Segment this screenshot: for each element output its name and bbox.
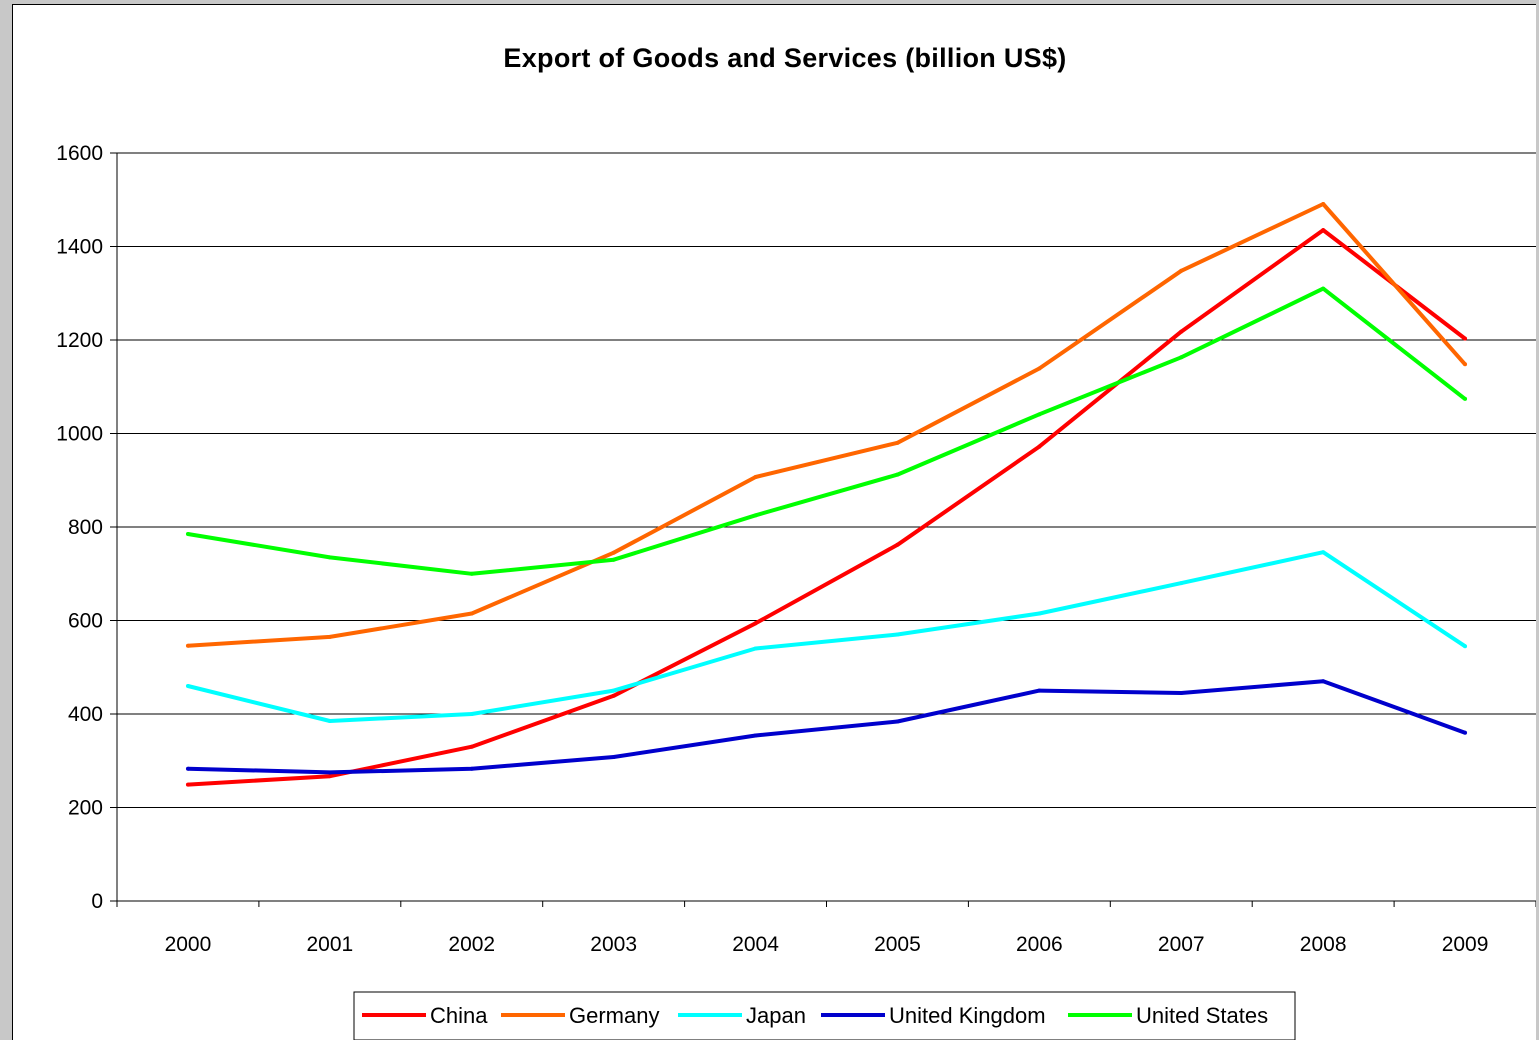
x-tick-label: 2006 (1016, 933, 1063, 956)
data-point (895, 632, 900, 637)
legend-label: China (430, 1003, 488, 1028)
legend-item: United Kingdom (821, 1003, 1046, 1028)
legend-label: Japan (746, 1003, 806, 1028)
series-line-japan (187, 550, 1467, 723)
series-line-united-kingdom (187, 679, 1466, 775)
x-tick-label: 2001 (306, 933, 353, 956)
data-point (185, 643, 190, 648)
y-tick-label: 1400 (56, 236, 103, 259)
chart-title: Export of Goods and Services (billion US… (503, 43, 1066, 73)
data-point (611, 693, 616, 698)
legend-item: Germany (501, 1003, 659, 1028)
data-point (1321, 201, 1326, 206)
data-point (1037, 444, 1042, 449)
x-tick-label: 2000 (165, 933, 212, 956)
data-point (327, 555, 332, 560)
data-point (1321, 679, 1326, 684)
legend-label: United Kingdom (889, 1003, 1046, 1028)
data-point (327, 774, 332, 779)
data-point (611, 755, 616, 760)
y-tick-label: 1200 (56, 329, 103, 352)
data-point (469, 571, 474, 576)
y-tick-label: 400 (68, 703, 103, 726)
data-point (895, 440, 900, 445)
line-chart: Export of Goods and Services (billion US… (56, 43, 1536, 1040)
series-line-germany (187, 202, 1467, 648)
series-line-china (187, 228, 1467, 787)
y-tick-label: 600 (68, 610, 103, 633)
legend-label: United States (1136, 1003, 1268, 1028)
data-point (1037, 611, 1042, 616)
data-point (1463, 730, 1468, 735)
data-point (1321, 550, 1326, 555)
y-tick-label: 1000 (56, 423, 103, 446)
data-point (753, 513, 758, 518)
legend: China Germany Japan United Kingdom United St… (353, 991, 1296, 1040)
x-tick-label: 2007 (1158, 933, 1205, 956)
legend-item: United States (1068, 1003, 1268, 1028)
gridlines (117, 152, 1536, 808)
x-axis-ticks: 2000 2001 2002 2003 2004 2005 2006 2007 2008 2009 (116, 901, 1536, 956)
data-point (753, 733, 758, 738)
y-tick-label: 1600 (56, 142, 103, 165)
x-tick-label: 2002 (448, 933, 495, 956)
y-tick-label: 800 (68, 516, 103, 539)
series-line-united-states (187, 286, 1467, 576)
x-tick-label: 2003 (590, 933, 637, 956)
data-point (185, 766, 190, 771)
data-point (327, 770, 332, 775)
data-point (1321, 228, 1326, 233)
data-point (185, 683, 190, 688)
x-tick-label: 2004 (732, 933, 779, 956)
data-point (1179, 268, 1184, 273)
data-point (469, 766, 474, 771)
data-point (1179, 355, 1184, 360)
data-point (1037, 412, 1042, 417)
data-point (895, 719, 900, 724)
data-point (895, 472, 900, 477)
data-point (327, 719, 332, 724)
data-point (1463, 336, 1468, 341)
data-point (895, 542, 900, 547)
data-point (1321, 286, 1326, 291)
data-point (611, 550, 616, 555)
data-point (1179, 690, 1184, 695)
data-point (185, 782, 190, 787)
data-point (1463, 644, 1468, 649)
data-point (327, 634, 332, 639)
x-tick-label: 2009 (1442, 933, 1489, 956)
x-tick-label: 2008 (1300, 933, 1347, 956)
data-point (611, 688, 616, 693)
chart-area: Export of Goods and Services (billion US… (12, 4, 1536, 1040)
data-point (185, 532, 190, 537)
data-point (753, 646, 758, 651)
x-tick-label: 2005 (874, 933, 921, 956)
data-point (611, 557, 616, 562)
y-tick-label: 200 (68, 797, 103, 820)
data-point (1463, 396, 1468, 401)
legend-item: Japan (678, 1003, 806, 1028)
y-axis-ticks: 0 200 400 600 800 1000 1200 1400 1600 (56, 142, 117, 913)
data-point (753, 474, 758, 479)
data-point (1037, 688, 1042, 693)
data-point (1037, 366, 1042, 371)
data-point (1179, 581, 1184, 586)
data-point (469, 744, 474, 749)
y-tick-label: 0 (91, 890, 103, 913)
data-point (1179, 329, 1184, 334)
data-point (1463, 362, 1468, 367)
data-point (469, 712, 474, 716)
data-point (469, 611, 474, 616)
series-lines (185, 201, 1468, 787)
legend-label: Germany (569, 1003, 659, 1028)
legend-item: China (362, 1003, 488, 1028)
data-point (753, 621, 758, 626)
